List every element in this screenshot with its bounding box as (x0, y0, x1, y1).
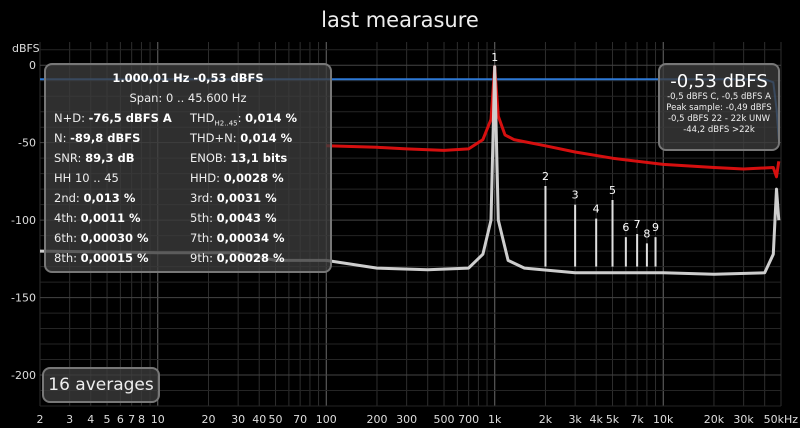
y-axis-label: dBFS (12, 42, 40, 55)
stat-label-right: THD+N: 0,014 % (190, 131, 293, 145)
stats-row: N: -89,8 dBFS THD+N: 0,014 % (46, 131, 330, 149)
stat-value-right: 0,014 % (245, 111, 298, 125)
peak-line-3: -0,5 dBFS 22 - 22k UNW (667, 114, 771, 124)
stat-value-right: 0,0043 % (216, 211, 277, 225)
series-line-1 (326, 65, 781, 179)
x-tick-label: 6 (117, 413, 124, 426)
stat-value-left: 89,3 dB (85, 151, 135, 165)
stat-value-left: 0,00015 % (80, 251, 149, 265)
stat-value-left: -76,5 dBFS A (88, 111, 172, 125)
harmonic-label: 4 (593, 203, 600, 216)
x-tick-label: 8 (138, 413, 145, 426)
stats-row: N+D: -76,5 dBFS A THDH2..45: 0,014 % (46, 111, 330, 129)
harmonic-label: 6 (622, 221, 629, 234)
x-tick-label: 30k (733, 413, 754, 426)
stat-value-left: 0,0011 % (80, 211, 141, 225)
stat-label-left: SNR: 89,3 dB (54, 151, 135, 165)
stat-value-right: 0,00034 % (216, 231, 285, 245)
stat-value-right: 0,0031 % (216, 191, 277, 205)
x-tick-label: 500 (434, 413, 455, 426)
x-tick-label: 50 (269, 413, 283, 426)
stat-label-right: ENOB: 13,1 bits (190, 151, 288, 165)
x-tick-label: 300 (396, 413, 417, 426)
stat-label-right: HHD: 0,0028 % (190, 171, 284, 185)
stats-panel: 1.000,01 Hz -0,53 dBFS Span: 0 .. 45.600… (44, 63, 332, 273)
chart-title: last mearasure (321, 8, 479, 32)
stat-value-right: 13,1 bits (230, 151, 288, 165)
x-tick-label: 20 (201, 413, 215, 426)
stat-label-left: 6th: 0,00030 % (54, 231, 149, 245)
stats-row: HH 10 .. 45 HHD: 0,0028 % (46, 171, 330, 189)
stats-row: SNR: 89,3 dB ENOB: 13,1 bits (46, 151, 330, 169)
span-readout: Span: 0 .. 45.600 Hz (129, 91, 247, 105)
peak-line-4: -44,2 dBFS >22k (683, 125, 755, 135)
harmonic-label: 7 (634, 218, 641, 231)
x-tick-label: 5 (104, 413, 111, 426)
x-tick-label: 30 (231, 413, 245, 426)
y-tick-label: -150 (11, 292, 36, 305)
axis-ticks: 2 3 4 5 6 7 8 10 20 30 40 50 70 100 200 300 500 700 1k 2k 3k… (11, 59, 798, 426)
stat-value-right: 0,0028 % (223, 171, 284, 185)
stat-label-right: THDH2..45: 0,014 % (190, 111, 298, 128)
x-tick-label: 2 (37, 413, 44, 426)
stat-value-right: 0,00028 % (216, 251, 285, 265)
freq-level-readout: 1.000,01 Hz -0,53 dBFS (112, 71, 264, 85)
x-tick-label: 100 (316, 413, 337, 426)
y-tick-label: -100 (11, 214, 36, 227)
stat-label-left: N+D: -76,5 dBFS A (54, 111, 172, 125)
harmonic-label: 9 (652, 221, 659, 234)
peak-value: -0,53 dBFS (670, 71, 768, 92)
stats-row: 2nd: 0,013 % 3rd: 0,0031 % (46, 191, 330, 209)
stat-label-right: 7th: 0,00034 % (190, 231, 285, 245)
x-tick-label: 7k (630, 413, 644, 426)
stat-label-left: 2nd: 0,013 % (54, 191, 136, 205)
stats-row: 8th: 0,00015 % 9th: 0,00028 % (46, 251, 330, 269)
harmonic-label: 8 (643, 227, 650, 240)
stat-label-left: HH 10 .. 45 (54, 171, 119, 185)
stat-label-right: 3rd: 0,0031 % (190, 191, 277, 205)
stat-value-left: 0,00030 % (80, 231, 149, 245)
x-tick-label: 40 (252, 413, 266, 426)
x-tick-label: 4k (589, 413, 603, 426)
stat-value-right: 0,014 % (240, 131, 293, 145)
stat-label-left: N: -89,8 dBFS (54, 131, 141, 145)
y-tick-label: -200 (11, 369, 36, 382)
stats-row: 4th: 0,0011 % 5th: 0,0043 % (46, 211, 330, 229)
x-tick-label: 70 (293, 413, 307, 426)
stat-label-right: 5th: 0,0043 % (190, 211, 277, 225)
peak-panel: -0,53 dBFS -0,5 dBFS C, -0,5 dBFS A Peak… (658, 63, 780, 151)
x-tick-label: 10 (151, 413, 165, 426)
harmonic-label: 3 (572, 189, 579, 202)
stat-value-left: 0,013 % (83, 191, 136, 205)
x-tick-label: 50kHz (764, 413, 799, 426)
x-tick-label: 3k (568, 413, 582, 426)
x-tick-label: 10k (653, 413, 674, 426)
stat-value-left: -89,8 dBFS (70, 131, 141, 145)
stats-row: 6th: 0,00030 % 7th: 0,00034 % (46, 231, 330, 249)
stat-label-left: 4th: 0,0011 % (54, 211, 141, 225)
x-tick-label: 700 (458, 413, 479, 426)
peak-line-1: -0,5 dBFS C, -0,5 dBFS A (667, 92, 771, 102)
x-tick-label: 1k (488, 413, 502, 426)
y-tick-label: -50 (18, 137, 36, 150)
x-tick-label: 5k (606, 413, 620, 426)
stat-label-right: 9th: 0,00028 % (190, 251, 285, 265)
x-tick-label: 200 (366, 413, 387, 426)
y-tick-label: 0 (29, 59, 36, 72)
harmonic-markers: 1 2 3 45 6 78 9 (491, 51, 659, 267)
harmonic-label: 2 (542, 170, 549, 183)
harmonic-label: 5 (609, 184, 616, 197)
x-tick-label: 4 (87, 413, 94, 426)
x-tick-label: 20k (704, 413, 725, 426)
x-tick-label: 2k (539, 413, 553, 426)
x-tick-label: 7 (128, 413, 135, 426)
peak-line-2: Peak sample: -0,49 dBFS (666, 103, 772, 113)
x-tick-label: 3 (66, 413, 73, 426)
stat-label-left: 8th: 0,00015 % (54, 251, 149, 265)
harmonic-label: 1 (491, 51, 498, 64)
averages-badge[interactable]: 16 averages (42, 367, 160, 403)
